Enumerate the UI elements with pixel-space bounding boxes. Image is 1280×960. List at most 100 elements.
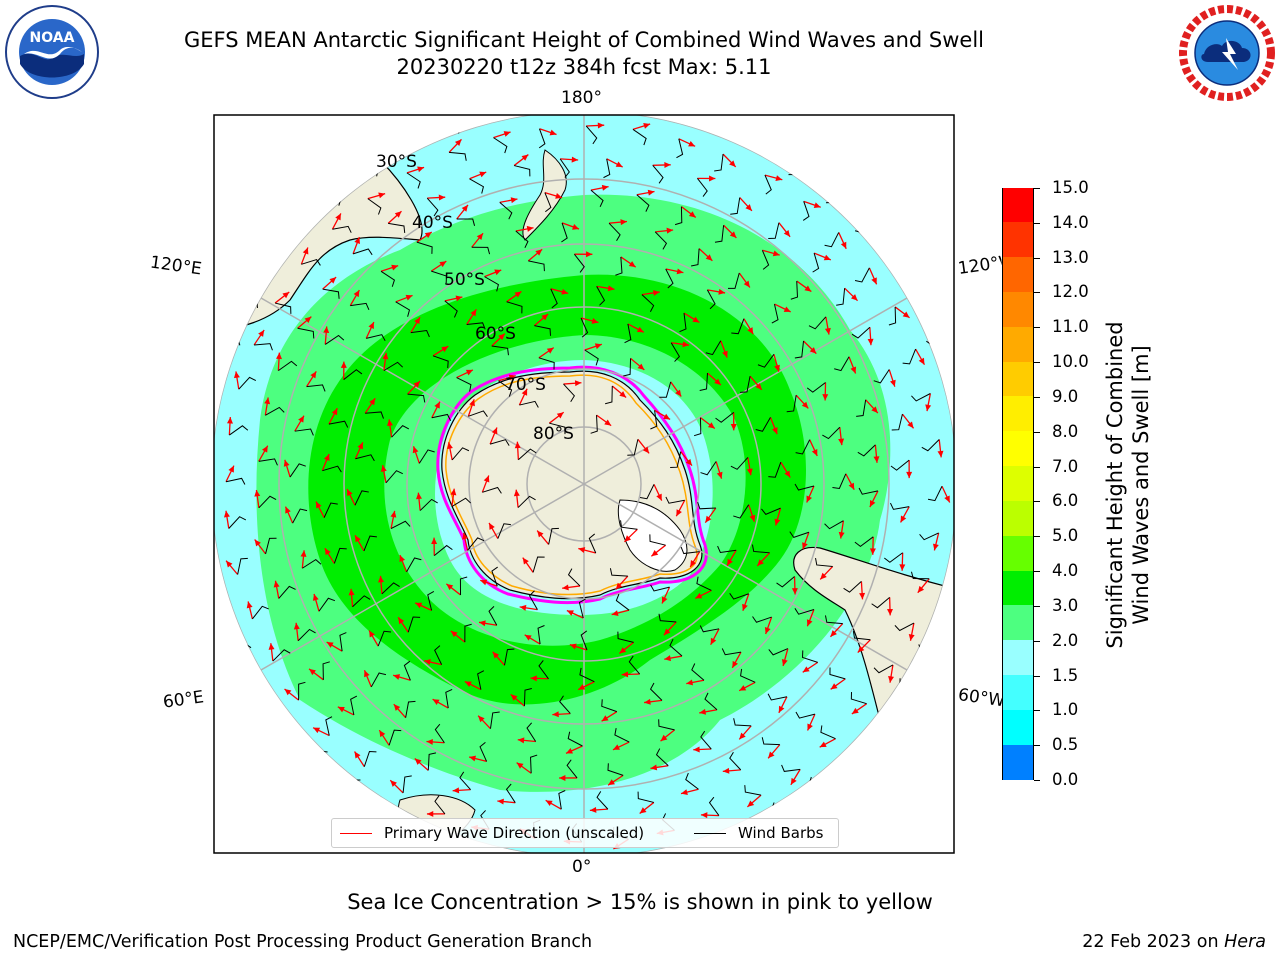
- wave-arrow-head: [492, 651, 500, 659]
- wave-arrow-head: [465, 369, 473, 376]
- wind-barb: [806, 382, 826, 393]
- wind-barb: [605, 385, 613, 405]
- wave-arrow-head: [541, 314, 549, 321]
- colorbar-tick-mark: [1034, 327, 1040, 329]
- wave-arrow-head: [757, 559, 764, 566]
- wave-arrow-head: [561, 288, 569, 295]
- wave-arrow-head: [699, 708, 707, 715]
- colorbar-tick-label: 1.5: [1052, 665, 1079, 685]
- wave-arrow-head: [524, 634, 532, 641]
- wind-barb: [367, 198, 382, 215]
- colorbar-label: Significant Height of Combined Wind Wave…: [1103, 321, 1153, 649]
- wave-arrow-head: [705, 515, 712, 523]
- wind-barb: [585, 125, 598, 145]
- wind-barb: [519, 400, 539, 408]
- wave-arrow-head: [932, 543, 939, 551]
- wind-barb: [567, 731, 583, 747]
- sea-ice-note: Sea Ice Concentration > 15% is shown in …: [347, 890, 933, 914]
- wave-arrow-head: [937, 450, 944, 458]
- wind-barb: [563, 383, 575, 403]
- wave-arrow-head: [690, 560, 697, 567]
- wave-arrow-head: [521, 154, 529, 161]
- wind-barb: [383, 361, 404, 372]
- wind-barb: [843, 581, 862, 593]
- wind-barb: [658, 719, 675, 731]
- wind-barb: [354, 490, 369, 506]
- wind-barb: [659, 381, 672, 398]
- wind-barb: [488, 605, 498, 626]
- wind-barb: [228, 516, 247, 529]
- wave-arrow-head: [620, 219, 627, 226]
- wave-arrow-head: [323, 326, 330, 334]
- wind-line-swatch: [694, 833, 726, 834]
- wave-arrow-head: [722, 767, 730, 774]
- wind-barb: [410, 330, 430, 338]
- wind-barb: [715, 411, 735, 423]
- colorbar-segment: [1003, 744, 1033, 780]
- wind-barb: [697, 501, 716, 510]
- wind-barb: [318, 597, 336, 612]
- wind-barb: [456, 377, 472, 392]
- wind-barb: [627, 439, 639, 456]
- wave-arrow-head: [516, 762, 524, 769]
- wave-arrow-head: [607, 285, 615, 292]
- wind-barb: [578, 598, 586, 619]
- wind-barb: [639, 484, 655, 500]
- wind-barb: [757, 353, 775, 368]
- wind-barb: [652, 165, 664, 184]
- wind-barb: [685, 772, 699, 790]
- wind-barb: [628, 655, 641, 675]
- colorbar-tick-label: 0.0: [1052, 770, 1079, 789]
- wave-arrow-head: [574, 380, 582, 387]
- wave-arrow-head: [514, 441, 521, 449]
- wave-arrow-head: [399, 555, 406, 563]
- wave-arrow-head: [688, 140, 696, 147]
- wave-arrow-head: [450, 488, 457, 496]
- wind-barb: [706, 289, 716, 310]
- wave-arrow-head: [446, 442, 453, 450]
- wave-arrow-head: [608, 779, 615, 786]
- wind-barb: [265, 406, 285, 416]
- wave-arrow-head: [619, 647, 627, 654]
- wind-barb: [380, 270, 396, 287]
- wave-arrow-head: [426, 738, 433, 745]
- wind-barb: [515, 230, 529, 249]
- wave-arrow-head: [469, 399, 475, 407]
- wind-barb: [649, 534, 666, 546]
- colorbar-tick-label: 13.0: [1052, 247, 1089, 267]
- wind-barb: [911, 393, 931, 402]
- wave-arrow-head: [353, 290, 360, 298]
- wind-barb: [559, 695, 571, 714]
- wind-barb: [927, 486, 943, 502]
- wind-barb: [406, 557, 422, 573]
- wind-barb: [579, 667, 595, 683]
- wave-line-swatch: [340, 833, 372, 834]
- wind-barb: [370, 672, 387, 688]
- wind-barb: [696, 178, 708, 197]
- wind-barb: [377, 630, 392, 647]
- wave-arrow-head: [823, 254, 831, 261]
- colorbar-tick-mark: [1034, 431, 1040, 433]
- wind-barb: [434, 645, 443, 665]
- wave-arrow-head: [233, 371, 240, 379]
- wind-barb: [854, 536, 874, 548]
- wind-barb: [489, 439, 510, 446]
- wave-arrow-head: [354, 237, 360, 245]
- wave-arrow-head: [313, 727, 321, 734]
- lat-label-30s: 30°S: [376, 152, 417, 172]
- footer-date: 22 Feb 2023 on Hera: [1082, 932, 1266, 952]
- wind-barb: [873, 369, 890, 384]
- wave-arrow-head: [591, 318, 599, 324]
- wind-barb: [497, 523, 511, 539]
- wind-barb: [558, 790, 566, 810]
- wave-arrow-head: [771, 427, 778, 435]
- wave-arrow-head: [284, 688, 292, 696]
- wind-barb: [390, 520, 411, 529]
- wave-arrow-head: [838, 438, 845, 446]
- wave-arrow-head: [906, 471, 913, 479]
- wave-arrow-head: [778, 705, 785, 713]
- wave-arrow-head: [781, 659, 788, 666]
- wave-arrow-head: [329, 277, 337, 284]
- wave-arrow-head: [749, 514, 756, 522]
- wind-barb: [674, 206, 683, 226]
